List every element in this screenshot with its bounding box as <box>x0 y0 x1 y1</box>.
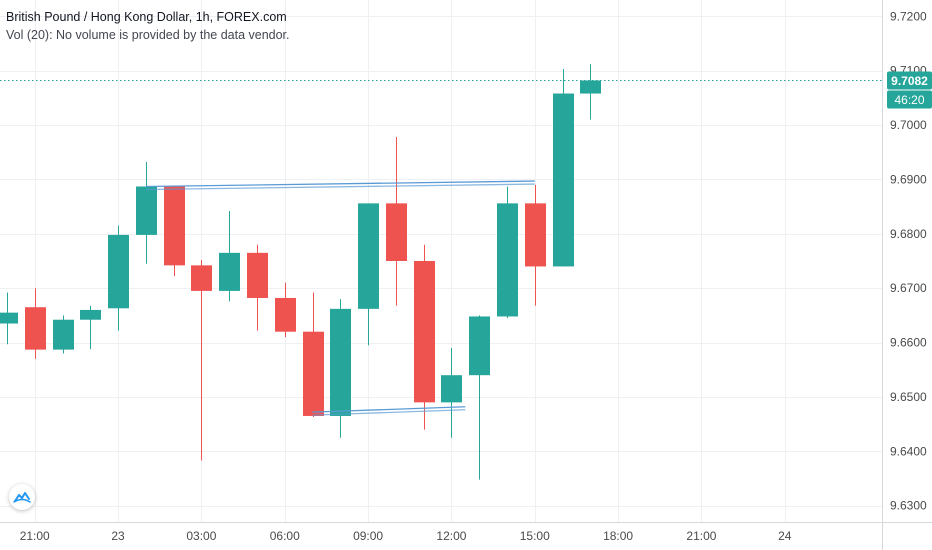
candle-body[interactable] <box>497 203 518 317</box>
candle-body[interactable] <box>25 307 46 350</box>
tradingview-logo[interactable] <box>9 484 35 510</box>
candle-body[interactable] <box>330 308 351 416</box>
candle-body[interactable] <box>0 312 18 324</box>
trendline[interactable] <box>312 406 466 413</box>
cloud-logo-icon <box>13 492 31 503</box>
price-tick-label: 9.6600 <box>890 336 927 350</box>
trendline-echo <box>312 409 466 416</box>
symbol-title[interactable]: British Pound / Hong Kong Dollar, 1h, FO… <box>6 10 287 24</box>
candle-body[interactable] <box>580 80 601 94</box>
time-tick-label: 23 <box>111 529 125 543</box>
countdown-badge <box>887 90 932 109</box>
time-tick-label: 21:00 <box>20 529 50 543</box>
price-tick-label: 9.6300 <box>890 499 927 513</box>
price-tick-label: 9.6700 <box>890 281 927 295</box>
time-tick-label: 12:00 <box>436 529 466 543</box>
trendline[interactable] <box>145 180 535 188</box>
candle-body[interactable] <box>303 331 324 416</box>
candle-body[interactable] <box>441 375 462 403</box>
last-price-badge <box>887 71 932 90</box>
candle-body[interactable] <box>108 234 129 309</box>
time-tick-label: 03:00 <box>186 529 216 543</box>
price-tick-label: 9.6800 <box>890 227 927 241</box>
candle-body[interactable] <box>80 309 101 320</box>
time-tick-label: 09:00 <box>353 529 383 543</box>
candle-body[interactable] <box>53 319 74 350</box>
candle-body[interactable] <box>275 297 296 332</box>
time-tick-label: 24 <box>778 529 792 543</box>
candle-body[interactable] <box>191 265 212 291</box>
time-tick-label: 15:00 <box>520 529 550 543</box>
candle-body[interactable] <box>469 316 490 376</box>
candle-body[interactable] <box>247 252 268 298</box>
time-tick-label: 21:00 <box>686 529 716 543</box>
candle-body[interactable] <box>358 203 379 309</box>
price-tick-label: 9.7000 <box>890 118 927 132</box>
price-tick-label: 9.6400 <box>890 444 927 458</box>
candle-body[interactable] <box>414 261 435 403</box>
time-tick-label: 18:00 <box>603 529 633 543</box>
candle-body[interactable] <box>386 203 407 261</box>
candle-body[interactable] <box>164 186 185 266</box>
chart-legend: British Pound / Hong Kong Dollar, 1h, FO… <box>6 8 290 44</box>
time-tick-label: 06:00 <box>270 529 300 543</box>
candle-countdown: 46:20 <box>894 93 924 107</box>
volume-note: Vol (20): No volume is provided by the d… <box>6 28 290 42</box>
candle-body[interactable] <box>525 203 546 267</box>
candle-body[interactable] <box>553 93 574 267</box>
candle-body[interactable] <box>136 186 157 235</box>
price-tick-label: 9.7200 <box>890 9 927 23</box>
candle-body[interactable] <box>219 252 240 291</box>
trendline-echo <box>145 183 535 191</box>
last-price-value: 9.7082 <box>891 74 928 88</box>
price-tick-label: 9.6900 <box>890 172 927 186</box>
price-tick-label: 9.6500 <box>890 390 927 404</box>
